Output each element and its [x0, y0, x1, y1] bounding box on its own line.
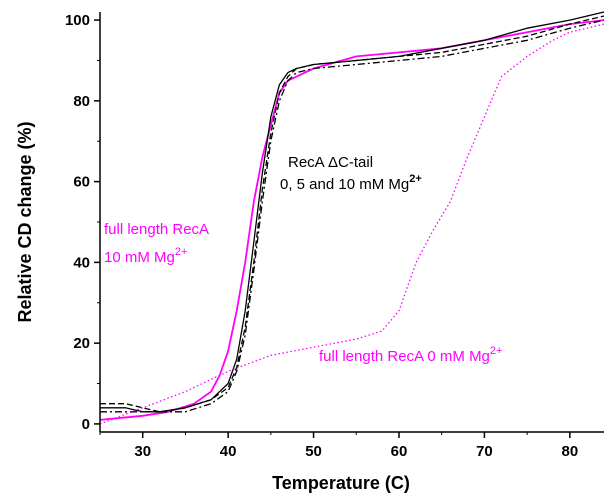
annotation-full10-line2: 10 mM Mg — [104, 249, 175, 266]
x-tick-label-30: 30 — [134, 443, 151, 460]
annotation-full0-sup: 2+ — [490, 345, 503, 357]
x-tick-label-40: 40 — [220, 443, 237, 460]
series-line-4 — [99, 23, 605, 425]
annotation-deltac-line1: RecA ΔC-tail — [288, 154, 373, 171]
y-tick-label-80: 80 — [73, 93, 90, 110]
annotation-full0-line1: full length RecA 0 mM Mg — [319, 348, 490, 365]
annotation-deltac-tail: RecA ΔC-tail 0, 5 and 10 mM Mg2+ — [280, 154, 422, 193]
series-layer — [99, 11, 605, 425]
annotation-full10-sup: 2+ — [175, 246, 188, 258]
y-tick-label-40: 40 — [73, 254, 90, 271]
series-line-3 — [100, 19, 605, 413]
series-line-1 — [100, 11, 605, 413]
y-tick-label-20: 20 — [73, 335, 90, 352]
annotation-full10-line1: full length RecA — [104, 221, 209, 238]
annotation-full-10mm: full length RecA 10 mM Mg2+ — [104, 221, 212, 266]
y-axis-title: Relative CD change (%) — [15, 121, 35, 322]
x-tick-label-80: 80 — [561, 443, 578, 460]
y-tick-label-0: 0 — [82, 416, 90, 433]
x-tick-label-50: 50 — [305, 443, 322, 460]
annotation-deltac-line2: 0, 5 and 10 mM Mg — [280, 176, 409, 193]
x-axis-title: Temperature (C) — [272, 473, 410, 493]
x-tick-label-70: 70 — [476, 443, 493, 460]
annotation-full-0mm: full length RecA 0 mM Mg2+ — [319, 345, 502, 365]
y-tick-label-100: 100 — [65, 12, 90, 29]
y-tick-label-60: 60 — [73, 174, 90, 191]
annotation-deltac-sup: 2+ — [409, 173, 422, 185]
series-line-2 — [100, 15, 605, 413]
ticks-layer: 30 40 50 60 70 80 0 20 40 60 80 100 — [65, 12, 578, 460]
x-tick-label-60: 60 — [391, 443, 408, 460]
